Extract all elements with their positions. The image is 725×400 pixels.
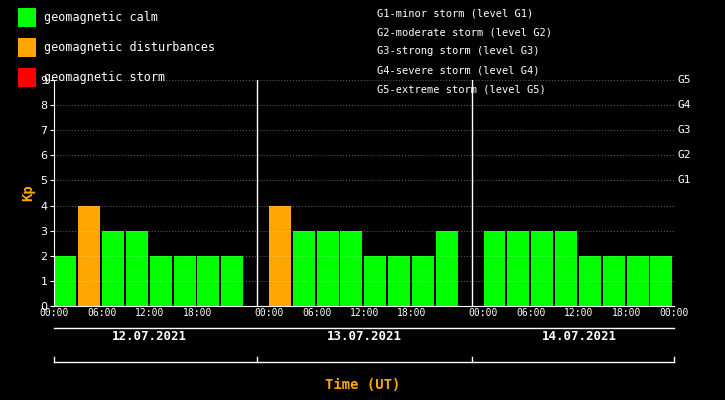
Bar xyxy=(579,256,601,306)
Text: 14.07.2021: 14.07.2021 xyxy=(542,330,616,343)
Text: 12:00: 12:00 xyxy=(564,308,594,318)
Text: G3: G3 xyxy=(677,125,691,135)
Bar xyxy=(341,231,362,306)
Y-axis label: Kp: Kp xyxy=(21,185,35,201)
Bar xyxy=(484,231,505,306)
Text: G5-extreme storm (level G5): G5-extreme storm (level G5) xyxy=(377,85,546,95)
Bar xyxy=(388,256,410,306)
Bar xyxy=(221,256,243,306)
Text: 00:00: 00:00 xyxy=(469,308,498,318)
Text: 18:00: 18:00 xyxy=(397,308,427,318)
Bar xyxy=(507,231,529,306)
Text: geomagnetic calm: geomagnetic calm xyxy=(44,11,157,24)
Text: 06:00: 06:00 xyxy=(516,308,546,318)
Text: 13.07.2021: 13.07.2021 xyxy=(327,330,402,343)
Bar xyxy=(102,231,124,306)
Bar xyxy=(436,231,457,306)
Bar xyxy=(602,256,625,306)
Text: 12:00: 12:00 xyxy=(349,308,379,318)
Text: 06:00: 06:00 xyxy=(302,308,331,318)
Text: G3-strong storm (level G3): G3-strong storm (level G3) xyxy=(377,46,539,56)
Bar xyxy=(197,256,220,306)
Text: 18:00: 18:00 xyxy=(183,308,212,318)
Text: G2-moderate storm (level G2): G2-moderate storm (level G2) xyxy=(377,27,552,37)
Text: G2: G2 xyxy=(677,150,691,160)
Bar xyxy=(150,256,172,306)
Bar xyxy=(173,256,196,306)
Bar xyxy=(78,206,100,306)
Text: 12:00: 12:00 xyxy=(135,308,165,318)
Text: 00:00: 00:00 xyxy=(660,308,689,318)
Bar xyxy=(293,231,315,306)
Text: geomagnetic storm: geomagnetic storm xyxy=(44,71,165,84)
Text: 06:00: 06:00 xyxy=(88,308,117,318)
Bar xyxy=(365,256,386,306)
Text: 12.07.2021: 12.07.2021 xyxy=(112,330,187,343)
Bar xyxy=(126,231,148,306)
Bar xyxy=(650,256,672,306)
Text: 18:00: 18:00 xyxy=(612,308,641,318)
Text: G1: G1 xyxy=(677,176,691,186)
Bar xyxy=(626,256,648,306)
Text: G4: G4 xyxy=(677,100,691,110)
Text: Time (UT): Time (UT) xyxy=(325,378,400,392)
Text: 00:00: 00:00 xyxy=(254,308,283,318)
Bar xyxy=(269,206,291,306)
Text: G4-severe storm (level G4): G4-severe storm (level G4) xyxy=(377,66,539,76)
Text: 00:00: 00:00 xyxy=(40,308,69,318)
Text: G1-minor storm (level G1): G1-minor storm (level G1) xyxy=(377,8,534,18)
Bar xyxy=(54,256,76,306)
Bar xyxy=(555,231,577,306)
Text: geomagnetic disturbances: geomagnetic disturbances xyxy=(44,41,215,54)
Bar xyxy=(317,231,339,306)
Text: G5: G5 xyxy=(677,75,691,85)
Bar xyxy=(531,231,553,306)
Bar xyxy=(412,256,434,306)
